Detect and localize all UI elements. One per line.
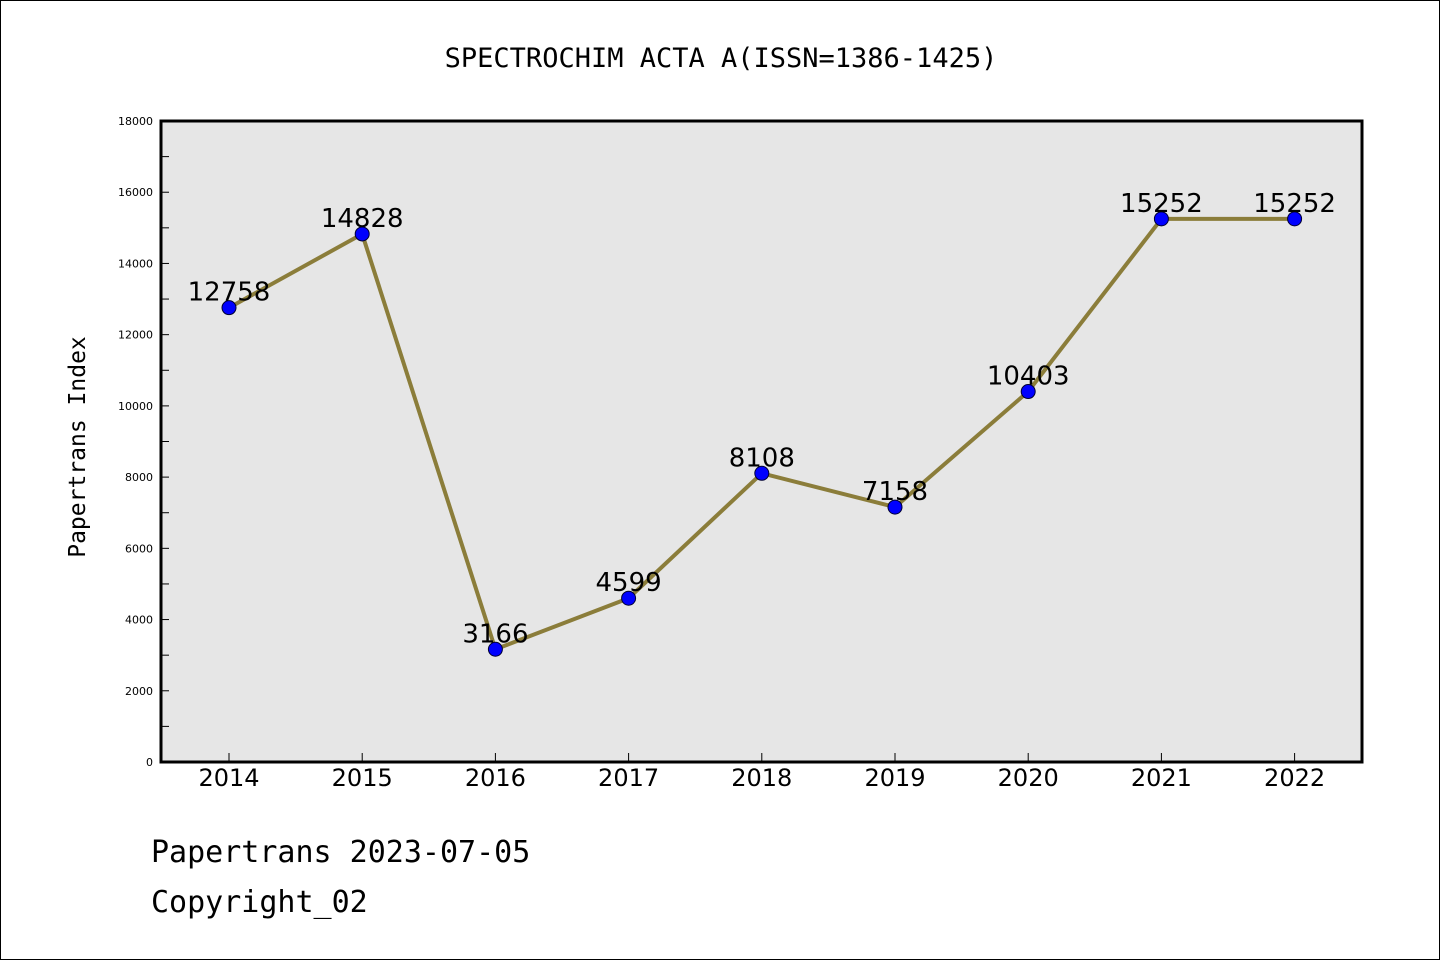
data-point [1153, 211, 1169, 227]
x-axis: 2014 2015 2016 2017 2018 2019 2020 2021 2022 [198, 753, 1325, 792]
y-tick-label: 12000 [118, 329, 153, 342]
y-tick-label: 6000 [125, 542, 153, 555]
data-point [1287, 211, 1303, 227]
plot-border [159, 119, 1364, 764]
y-tick-label: 0 [146, 756, 153, 769]
data-labels: 12758 14828 3166 4599 8108 7158 10403 15252 1525… [188, 189, 1336, 649]
y-tick-label: 18000 [118, 115, 153, 128]
y-tick-label: 16000 [118, 186, 153, 199]
x-tick-label: 2021 [1131, 764, 1192, 792]
x-tick-label: 2018 [731, 764, 792, 792]
data-point [487, 641, 503, 657]
data-point [221, 300, 237, 316]
y-tick-label: 10000 [118, 400, 153, 413]
data-label: 7158 [862, 477, 928, 507]
data-label: 15252 [1120, 189, 1203, 219]
data-markers [221, 211, 1303, 657]
data-point [354, 226, 370, 242]
y-tick-label: 4000 [125, 614, 153, 627]
y-tick-label: 2000 [125, 685, 153, 698]
data-label: 3166 [462, 619, 528, 649]
x-tick-label: 2017 [598, 764, 659, 792]
data-label: 8108 [729, 443, 795, 473]
y-tick-label: 14000 [118, 257, 153, 270]
x-tick-label: 2022 [1264, 764, 1325, 792]
x-tick-label: 2015 [332, 764, 393, 792]
footer-copyright: Copyright_02 [151, 885, 368, 920]
data-point [754, 465, 770, 481]
data-label: 10403 [987, 362, 1070, 392]
data-label: 4599 [596, 568, 662, 598]
data-label: 12758 [188, 278, 271, 308]
data-label: 15252 [1253, 189, 1336, 219]
chart-title: SPECTROCHIM ACTA A(ISSN=1386-1425) [445, 43, 998, 74]
y-axis-label: Papertrans Index [65, 336, 91, 558]
x-tick-label: 2020 [998, 764, 1059, 792]
x-tick-label: 2014 [198, 764, 259, 792]
data-point [621, 590, 637, 606]
data-label: 14828 [321, 204, 404, 234]
x-tick-label: 2016 [465, 764, 526, 792]
footer-date: Papertrans 2023-07-05 [151, 835, 531, 870]
data-point [1020, 384, 1036, 400]
x-tick-label: 2019 [864, 764, 925, 792]
y-tick-label: 8000 [125, 471, 153, 484]
data-point [887, 499, 903, 515]
